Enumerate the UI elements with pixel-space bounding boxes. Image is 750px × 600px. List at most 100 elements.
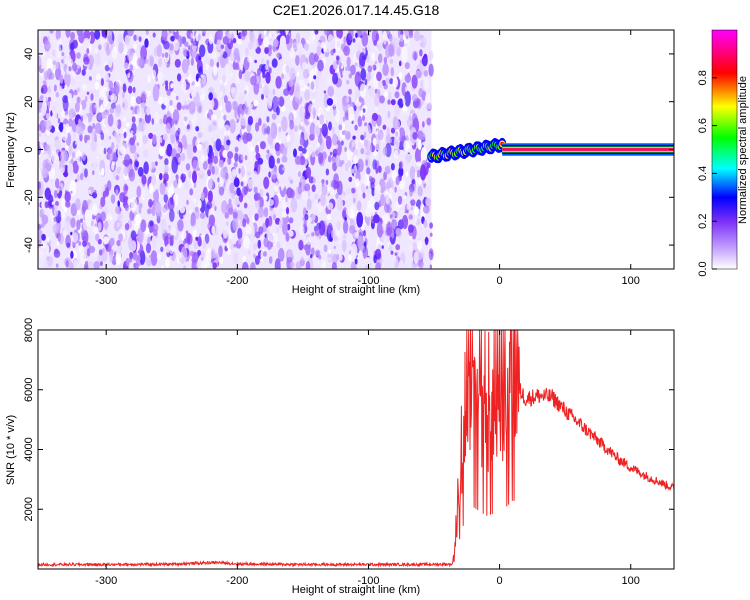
noise-speckle [295, 32, 301, 45]
noise-speckle [143, 124, 146, 131]
noise-speckle [253, 170, 258, 178]
noise-speckle [131, 116, 136, 123]
noise-speckle [274, 258, 281, 269]
noise-speckle [429, 232, 433, 237]
noise-speckle [125, 122, 130, 127]
colorbar-tick-label: 0.2 [697, 214, 709, 229]
noise-speckle [394, 186, 397, 193]
noise-speckle [242, 218, 247, 228]
noise-speckle [165, 244, 170, 253]
noise-speckle [158, 57, 163, 68]
noise-speckle [78, 241, 81, 246]
noise-speckle [53, 216, 57, 222]
noise-speckle [55, 66, 62, 81]
noise-speckle [95, 212, 102, 224]
spectrogram-y-tick-label: -40 [23, 237, 35, 253]
noise-speckle [89, 245, 95, 254]
noise-speckle [161, 53, 165, 58]
noise-speckle [335, 155, 341, 168]
noise-speckle [54, 248, 59, 255]
noise-speckle [411, 94, 418, 102]
noise-speckle [147, 208, 152, 215]
noise-speckle [180, 246, 188, 263]
noise-speckle [390, 67, 395, 77]
noise-speckle [417, 178, 423, 185]
noise-speckle [395, 120, 401, 129]
noise-speckle [151, 118, 155, 125]
noise-speckle [144, 226, 150, 235]
noise-speckle [97, 238, 102, 245]
noise-speckle [361, 183, 366, 194]
noise-speckle [83, 30, 91, 41]
noise-speckle [316, 69, 322, 80]
noise-speckle [259, 141, 266, 150]
noise-speckle [233, 47, 240, 59]
noise-speckle [285, 232, 290, 242]
noise-speckle [75, 141, 78, 145]
noise-speckle [360, 147, 365, 155]
noise-speckle [376, 71, 382, 82]
noise-speckle [307, 83, 310, 87]
noise-speckle [311, 66, 318, 77]
noise-speckle [310, 254, 313, 259]
noise-speckle [65, 260, 69, 268]
noise-speckle [66, 242, 71, 248]
noise-speckle [157, 71, 165, 85]
noise-speckle [197, 77, 202, 88]
noise-speckle [138, 117, 143, 123]
noise-speckle [426, 117, 432, 126]
noise-speckle [100, 78, 104, 87]
noise-speckle [38, 56, 42, 68]
noise-speckle [348, 30, 354, 41]
noise-speckle [378, 148, 381, 154]
noise-speckle [184, 179, 189, 191]
noise-speckle [336, 220, 342, 231]
noise-speckle [164, 235, 169, 248]
noise-speckle [304, 159, 309, 165]
noise-speckle [289, 179, 294, 184]
noise-speckle [359, 83, 367, 98]
noise-speckle [216, 39, 222, 52]
noise-speckle [108, 136, 112, 140]
noise-speckle [100, 69, 104, 74]
noise-speckle [385, 221, 393, 237]
noise-speckle [129, 252, 134, 259]
noise-speckle [187, 226, 191, 234]
noise-speckle [42, 209, 45, 214]
noise-speckle [254, 59, 257, 64]
spectrogram-x-label: Height of straight line (km) [292, 284, 420, 296]
noise-speckle [187, 233, 193, 245]
snr-y-tick-label: 8000 [23, 318, 35, 342]
noise-speckle [415, 70, 422, 79]
noise-speckle [224, 212, 230, 219]
noise-speckle [231, 192, 235, 199]
noise-speckle [65, 53, 72, 67]
noise-speckle [311, 151, 316, 158]
snr-x-label: Height of straight line (km) [292, 584, 420, 596]
noise-speckle [354, 258, 358, 265]
noise-speckle [289, 47, 295, 59]
noise-speckle [242, 261, 249, 269]
noise-speckle [74, 102, 80, 113]
noise-speckle [138, 36, 142, 42]
noise-speckle [354, 62, 358, 67]
noise-speckle [244, 90, 247, 95]
noise-speckle [419, 49, 423, 57]
noise-speckle [215, 252, 220, 263]
noise-speckle [109, 253, 114, 263]
noise-speckle [342, 234, 347, 240]
noise-speckle [311, 213, 316, 221]
noise-speckle [346, 215, 350, 219]
noise-speckle [123, 166, 129, 177]
noise-speckle [205, 63, 209, 71]
noise-speckle [73, 259, 79, 269]
noise-speckle [268, 256, 273, 264]
noise-speckle [417, 239, 423, 251]
noise-speckle [177, 178, 183, 189]
noise-speckle [266, 149, 270, 154]
noise-speckle [421, 252, 425, 259]
noise-speckle [403, 195, 407, 199]
noise-speckle [165, 148, 172, 156]
noise-speckle [130, 230, 137, 240]
noise-speckle [343, 45, 350, 56]
